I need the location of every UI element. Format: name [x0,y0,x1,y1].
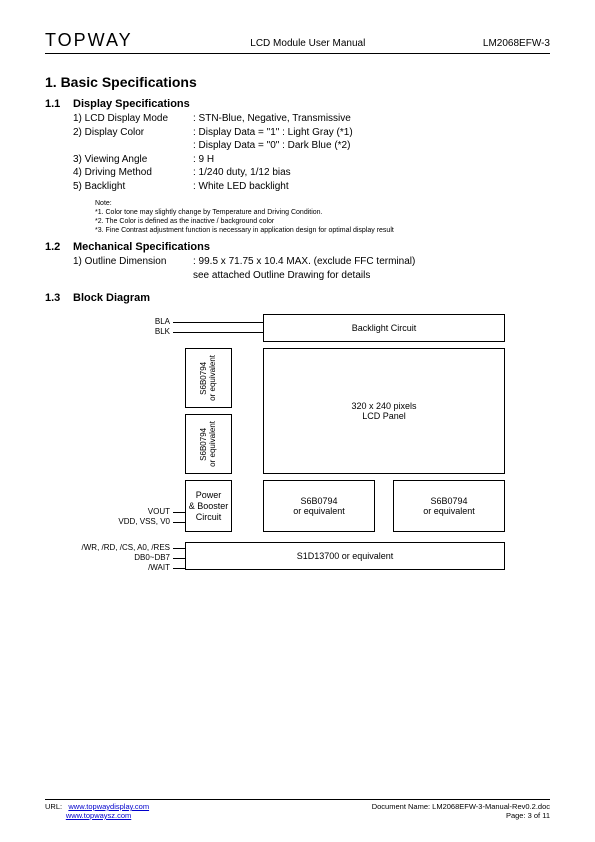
subsection-num: 1.2 [45,241,73,253]
subsection-title: Mechanical Specifications [73,241,210,253]
note-block: Note: *1. Color tone may slightly change… [95,199,550,235]
spec-table-2: 1) Outline Dimension: 99.5 x 71.75 x 10.… [73,255,550,282]
backlight-box: Backlight Circuit [263,314,505,342]
signal-vout: VOUT [45,507,170,516]
signal-vdd: VDD, VSS, V0 [45,517,170,526]
signal-wait: /WAIT [45,563,170,572]
footer-link-2[interactable]: www.topwaysz.com [66,811,131,820]
logo: TOPWAY [45,30,133,51]
section-title: 1. Basic Specifications [45,74,550,90]
power-box: Power & Booster Circuit [185,480,232,532]
signal-bla: BLA [45,317,170,326]
page-header: TOPWAY LCD Module User Manual LM2068EFW-… [45,30,550,54]
footer-link-1[interactable]: www.topwaydisplay.com [68,802,149,811]
subsection-title: Display Specifications [73,98,190,110]
driver-box-4: S6B0794 or equivalent [393,480,505,532]
subsection-1-3: 1.3 Block Diagram [45,292,550,304]
lcd-panel-box: 320 x 240 pixels LCD Panel [263,348,505,474]
signal-wr: /WR, /RD, /CS, A0, /RES [45,543,170,552]
subsection-1-2: 1.2 Mechanical Specifications [45,241,550,253]
spec-table-1: 1) LCD Display Mode: STN-Blue, Negative,… [73,112,550,193]
driver-box-1: S6B0794or equivalent [185,348,232,408]
header-title: LCD Module User Manual [250,38,365,49]
subsection-1-1: 1.1 Display Specifications [45,98,550,110]
footer-left: URL: www.topwaydisplay.com www.topwaysz.… [45,802,149,820]
signal-blk: BLK [45,327,170,336]
driver-box-3: S6B0794 or equivalent [263,480,375,532]
controller-box: S1D13700 or equivalent [185,542,505,570]
header-model: LM2068EFW-3 [483,38,550,49]
driver-box-2: S6B0794or equivalent [185,414,232,474]
subsection-num: 1.3 [45,292,73,304]
signal-db: DB0~DB7 [45,553,170,562]
footer-right: Document Name: LM2068EFW-3-Manual-Rev0.2… [372,802,550,820]
page-footer: URL: www.topwaydisplay.com www.topwaysz.… [45,799,550,820]
subsection-title: Block Diagram [73,292,150,304]
subsection-num: 1.1 [45,98,73,110]
block-diagram: BLA BLK VOUT VDD, VSS, V0 /WR, /RD, /CS,… [45,314,550,614]
